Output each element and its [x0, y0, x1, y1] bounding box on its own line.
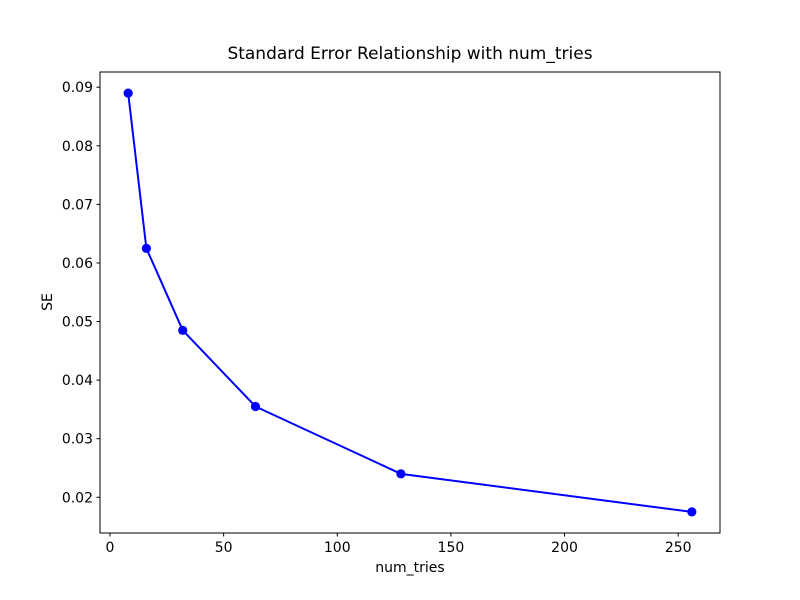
x-tick-label: 50	[215, 540, 233, 556]
y-axis-label: SE	[40, 293, 56, 311]
y-tick-label: 0.06	[62, 256, 93, 272]
data-point-marker	[123, 88, 133, 98]
x-tick-label: 250	[665, 540, 692, 556]
y-tick-label: 0.09	[62, 80, 93, 96]
y-tick-label: 0.02	[62, 490, 93, 506]
series-line	[127, 92, 692, 513]
data-point-marker	[141, 243, 151, 253]
x-tick-label: 200	[551, 540, 578, 556]
x-tick-label: 100	[324, 540, 351, 556]
data-point-marker	[396, 469, 406, 479]
y-tick-label: 0.08	[62, 139, 93, 155]
y-tick-label: 0.04	[62, 373, 93, 389]
y-tick-label: 0.03	[62, 432, 93, 448]
y-tick-label: 0.05	[62, 315, 93, 331]
y-tick-label: 0.07	[62, 197, 93, 213]
chart-title: Standard Error Relationship with num_tri…	[227, 44, 593, 64]
x-tick-label: 0	[106, 540, 115, 556]
data-point-marker	[178, 325, 188, 335]
axes-frame	[99, 71, 721, 534]
x-tick-label: 150	[438, 540, 465, 556]
x-axis-label: num_tries	[375, 560, 445, 576]
data-point-marker	[250, 401, 261, 412]
data-point-marker	[687, 507, 697, 517]
